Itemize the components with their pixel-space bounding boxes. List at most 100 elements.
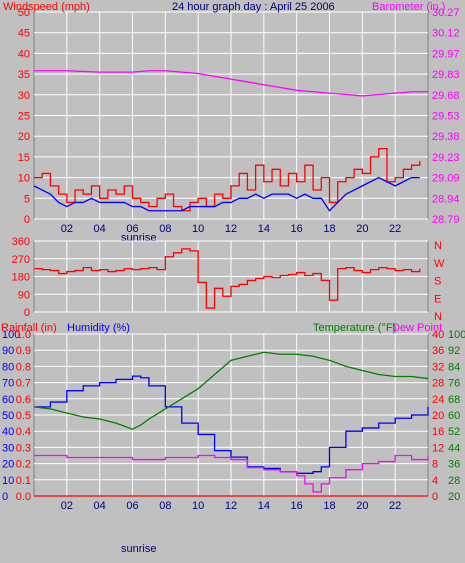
dewpoint-line [34, 454, 429, 493]
rainfall-tick-label: 0.2 [16, 459, 31, 471]
dewpoint-tick-label: 44 [448, 442, 460, 454]
dewpoint-tick-label: 28 [448, 475, 460, 487]
temperature-tick-label: 16 [432, 426, 444, 438]
temperature-tick-label: 32 [432, 361, 444, 373]
wind-x-tick-label: 20 [356, 223, 368, 235]
temperature-tick-label: 4 [432, 475, 438, 487]
direction-series [34, 248, 421, 309]
wind-x-tick-label: 22 [389, 223, 401, 235]
temperature-tick-label: 24 [432, 394, 444, 406]
compass-label: W [434, 258, 445, 270]
windspeed-tick-label: 50 [18, 7, 30, 19]
wind-x-tick-label: 12 [225, 223, 237, 235]
humidity-tick-label: 10 [2, 475, 14, 487]
windspeed-line [34, 147, 421, 212]
compass-label: N [434, 311, 442, 323]
humidity-tick-label: 90 [2, 345, 14, 357]
climate-series [33, 351, 429, 497]
barometer-tick-label: 28.94 [432, 193, 460, 205]
direction-tick-label: 360 [12, 236, 30, 248]
barometer-tick-label: 30.12 [432, 28, 460, 40]
dewpoint-tick-label: 68 [448, 394, 460, 406]
windspeed-tick-label: 30 [18, 90, 30, 102]
windspeed-tick-label: 20 [18, 131, 30, 143]
climate-x-tick-label: 22 [389, 500, 401, 512]
climate-x-tick-label: 04 [94, 500, 106, 512]
humidity-axis-title: Humidity (%) [67, 322, 130, 334]
barometer-tick-label: 29.38 [432, 131, 460, 143]
rainfall-tick-label: 1.0 [16, 329, 31, 341]
temperature-tick-label: 36 [432, 345, 444, 357]
temperature-tick-label: 12 [432, 442, 444, 454]
direction-tick-label: 90 [18, 289, 30, 301]
humidity-tick-label: 0 [2, 491, 8, 503]
temperature-line [33, 351, 429, 430]
compass-label: S [434, 276, 441, 288]
barometer-tick-label: 29.53 [432, 111, 460, 123]
windspeed-tick-label: 35 [18, 69, 30, 81]
windspeed-tick-label: 10 [18, 173, 30, 185]
wind-x-tick-label: 14 [258, 223, 270, 235]
dewpoint-tick-label: 60 [448, 410, 460, 422]
barometer-tick-label: 29.83 [432, 69, 460, 81]
humidity-tick-label: 30 [2, 442, 14, 454]
rainfall-tick-label: 0.3 [16, 442, 31, 454]
temperature-tick-label: 40 [432, 329, 444, 341]
wind-x-tick-label: 06 [126, 223, 138, 235]
humidity-tick-label: 100 [2, 329, 20, 341]
wind-x-tick-label: 02 [61, 223, 73, 235]
wind-series [33, 70, 428, 212]
humidity-tick-label: 40 [2, 426, 14, 438]
dewpoint-tick-label: 100 [448, 329, 465, 341]
dewpoint-tick-label: 92 [448, 345, 460, 357]
climate-x-tick-label: 14 [258, 500, 270, 512]
rainfall-axis-title: Rainfall (in) [1, 322, 57, 334]
compass-label: E [434, 293, 441, 305]
climate-x-tick-label: 12 [225, 500, 237, 512]
rainfall-tick-label: 0.6 [16, 394, 31, 406]
wind-x-tick-label: 18 [323, 223, 335, 235]
humidity-tick-label: 80 [2, 361, 14, 373]
dewpoint-tick-label: 36 [448, 459, 460, 471]
windspeed-axis-title: Windspeed (mph) [3, 1, 90, 13]
barometer-tick-label: 29.97 [432, 48, 460, 60]
climate-x-tick-label: 02 [61, 500, 73, 512]
windspeed-tick-label: 15 [18, 152, 30, 164]
direction-tick-label: 0 [24, 307, 30, 319]
temperature-axis-title: Temperature (°F) [313, 322, 396, 334]
windspeed-tick-label: 45 [18, 28, 30, 40]
climate-x-tick-label: 18 [323, 500, 335, 512]
windspeed-tick-label: 25 [18, 111, 30, 123]
humidity-tick-label: 60 [2, 394, 14, 406]
dewpoint-tick-label: 76 [448, 378, 460, 390]
windspeed-tick-label: 5 [24, 193, 30, 205]
climate-x-tick-label: 08 [159, 500, 171, 512]
climate-grid [34, 333, 428, 497]
rainfall-tick-label: 0.7 [16, 378, 31, 390]
dewpoint-tick-label: 20 [448, 491, 460, 503]
dewpoint-tick-label: 84 [448, 361, 460, 373]
windspeed-tick-label: 0 [24, 214, 30, 226]
rainfall-tick-label: 0.8 [16, 361, 31, 373]
climate-x-tick-label: 06 [126, 500, 138, 512]
barometer-tick-label: 29.23 [432, 152, 460, 164]
sunrise-label-bottom: sunrise [121, 543, 156, 555]
humidity-tick-label: 50 [2, 410, 14, 422]
rainfall-tick-label: 0.9 [16, 345, 31, 357]
humidity-tick-label: 20 [2, 459, 14, 471]
wind-direction-line [34, 248, 421, 309]
climate-x-tick-label: 16 [291, 500, 303, 512]
barometer-tick-label: 28.79 [432, 214, 460, 226]
compass-label: N [434, 240, 442, 252]
chart-title: 24 hour graph day : April 25 2006 [172, 1, 335, 13]
wind-grid [34, 11, 428, 220]
barometer-axis-title: Barometer (in.) [372, 1, 445, 13]
rainfall-tick-label: 0.1 [16, 475, 31, 487]
average-wind-line [33, 176, 420, 212]
barometer-tick-label: 30.27 [432, 7, 460, 19]
temperature-tick-label: 28 [432, 378, 444, 390]
